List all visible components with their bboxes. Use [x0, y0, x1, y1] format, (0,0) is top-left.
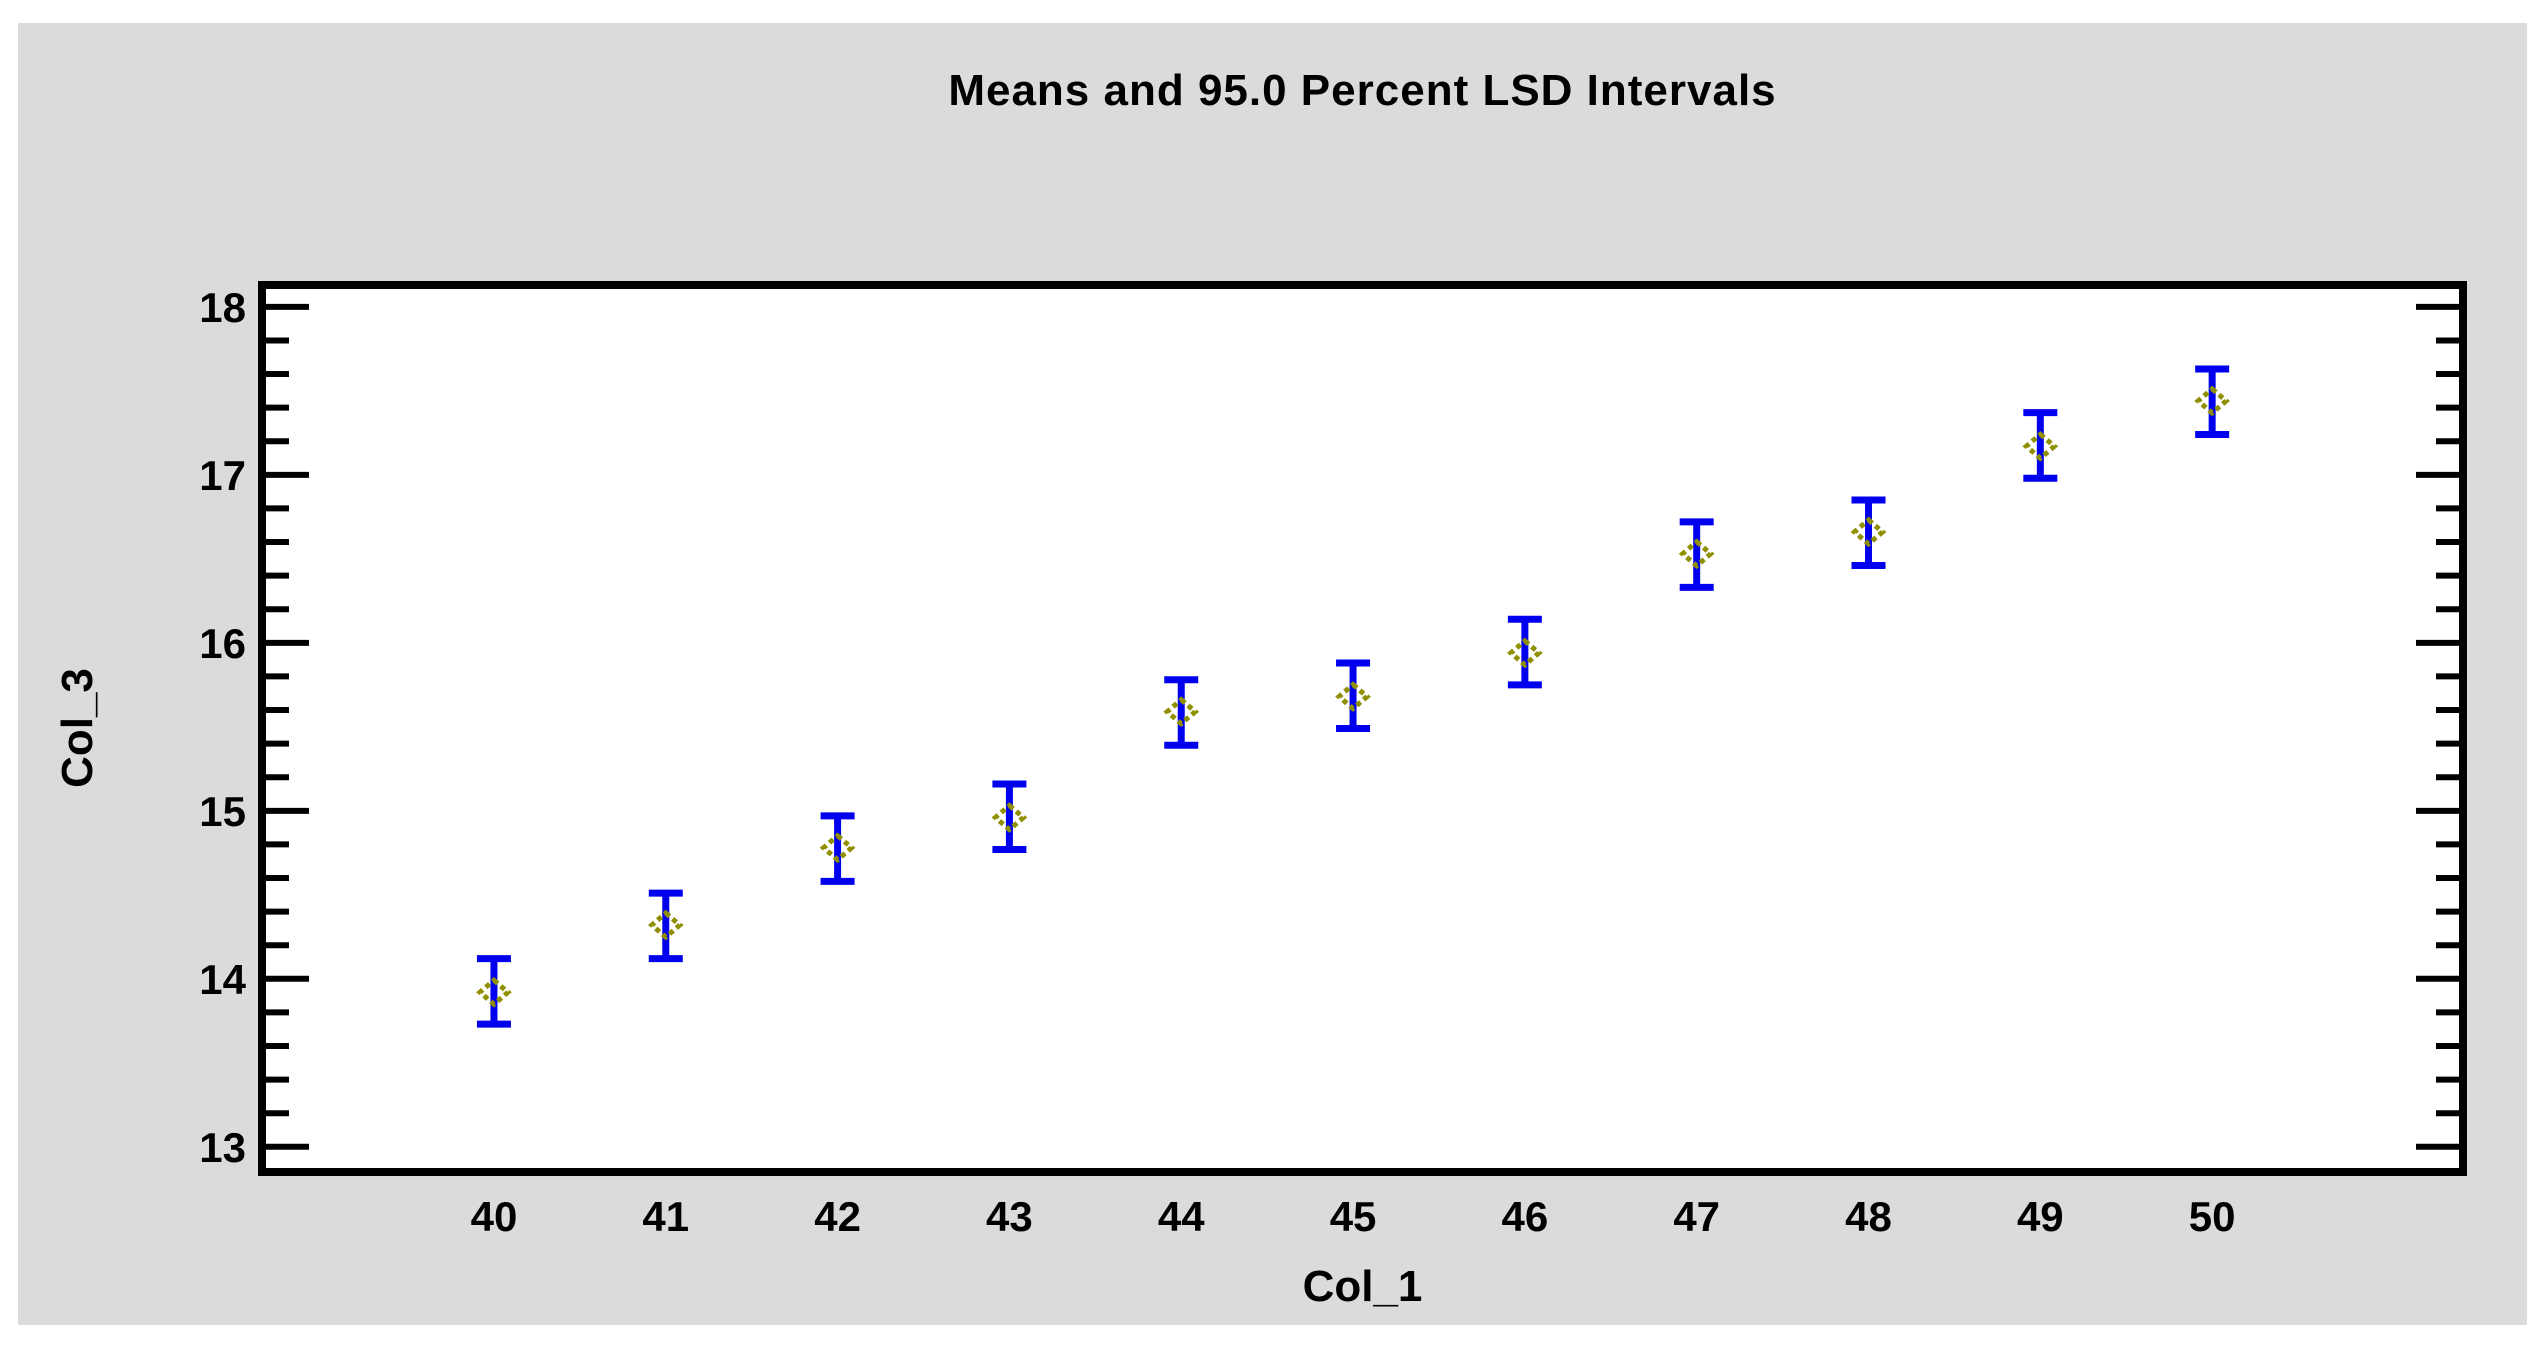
data-point: [1507, 615, 1543, 689]
x-tick-label: 43: [986, 1193, 1033, 1240]
x-tick-label: 42: [814, 1193, 861, 1240]
mean-marker: [647, 909, 684, 941]
x-tick-label: 49: [2017, 1193, 2064, 1240]
x-tick-label: 41: [642, 1193, 689, 1240]
mean-marker: [1335, 681, 1371, 712]
x-tick-label: 50: [2189, 1193, 2236, 1240]
data-point: [991, 780, 1028, 853]
y-tick-label: 18: [199, 284, 246, 331]
mean-marker: [1850, 516, 1887, 548]
x-tick-label: 46: [1502, 1193, 1549, 1240]
mean-marker: [819, 832, 856, 864]
data-point: [819, 812, 856, 885]
mean-marker: [1507, 637, 1543, 669]
data-point: [1678, 518, 1715, 591]
chart-title: Means and 95.0 Percent LSD Intervals: [948, 66, 1777, 115]
x-tick-label: 48: [1845, 1193, 1892, 1240]
y-tick-label: 14: [199, 956, 246, 1003]
data-point: [1335, 659, 1371, 732]
y-tick-label: 17: [199, 452, 246, 499]
mean-marker: [1163, 696, 1200, 727]
mean-marker: [2022, 430, 2059, 462]
mean-marker: [991, 802, 1028, 833]
mean-marker: [476, 976, 512, 1008]
x-tick-label: 44: [1158, 1193, 1205, 1240]
data-point: [476, 955, 512, 1028]
data-point: [647, 889, 684, 963]
y-tick-label: 13: [199, 1124, 246, 1171]
data-point: [2022, 409, 2059, 482]
x-tick-label: 45: [1330, 1193, 1377, 1240]
mean-marker: [1678, 538, 1715, 570]
y-tick-label: 15: [199, 788, 246, 835]
data-point: [2194, 365, 2230, 439]
x-tick-label: 40: [471, 1193, 518, 1240]
data-point: [1850, 496, 1887, 570]
y-tick-label: 16: [199, 620, 246, 667]
data-point: [1163, 676, 1200, 749]
x-tick-label: 47: [1673, 1193, 1720, 1240]
mean-marker: [2194, 385, 2230, 417]
x-axis-title: Col_1: [1302, 1262, 1423, 1311]
plot-frame: [258, 281, 2467, 1176]
